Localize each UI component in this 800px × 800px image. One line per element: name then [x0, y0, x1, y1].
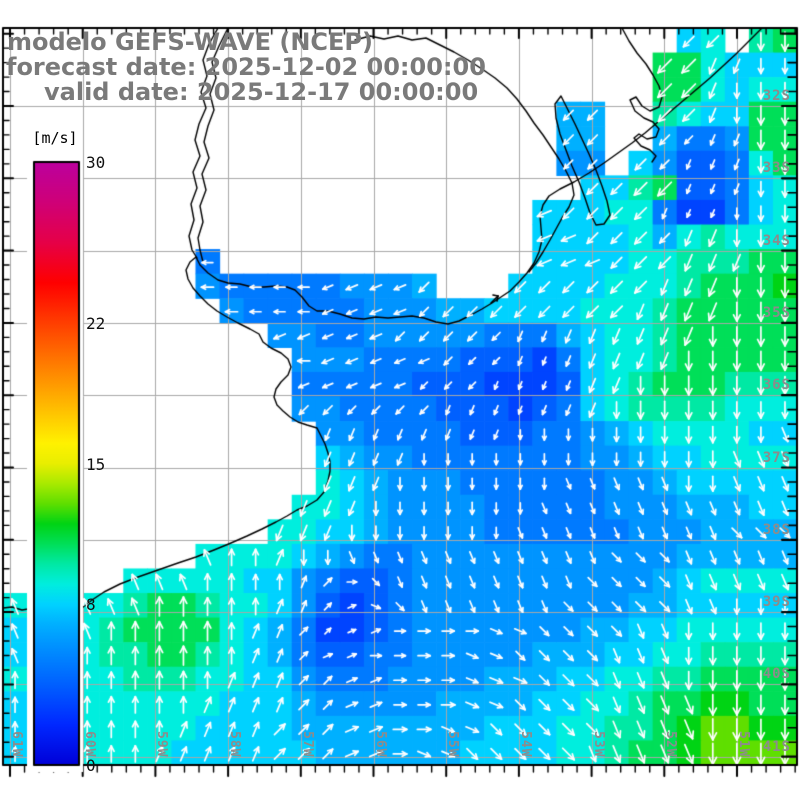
lat-label-41S: 41S — [762, 738, 791, 755]
lat-label-38S: 38S — [762, 521, 791, 538]
lon-label-59W: 59W — [154, 731, 170, 758]
lon-label-53W: 53W — [590, 731, 606, 758]
lat-label-36S: 36S — [762, 377, 791, 394]
colorbar-units-label: [m/s] — [32, 129, 78, 147]
lon-label-51W: 51W — [736, 731, 751, 758]
lat-label-39S: 39S — [762, 594, 791, 611]
lat-label-34S: 34S — [762, 232, 791, 249]
colorbar-tick-0: 0 — [86, 756, 96, 775]
lat-label-35S: 35S — [762, 304, 791, 321]
lat-label-40S: 40S — [762, 666, 791, 683]
lon-label-56W: 56W — [372, 731, 388, 758]
lon-label-52W: 52W — [663, 731, 679, 758]
lat-label-33S: 33S — [762, 160, 791, 177]
lon-label-61W: 61W — [9, 731, 24, 758]
colorbar-tick-8: 8 — [86, 595, 96, 615]
lat-label-32S: 32S — [762, 88, 791, 104]
lon-label-58W: 58W — [227, 731, 243, 758]
lon-label-57W: 57W — [299, 731, 315, 758]
lon-label-55W: 55W — [445, 731, 461, 758]
lat-label-37S: 37S — [762, 449, 791, 466]
colorbar-tick-30: 30 — [86, 153, 106, 172]
colorbar-tick-22: 22 — [86, 313, 106, 333]
lon-label-54W: 54W — [517, 731, 533, 758]
colorbar-tick-15: 15 — [86, 454, 106, 474]
